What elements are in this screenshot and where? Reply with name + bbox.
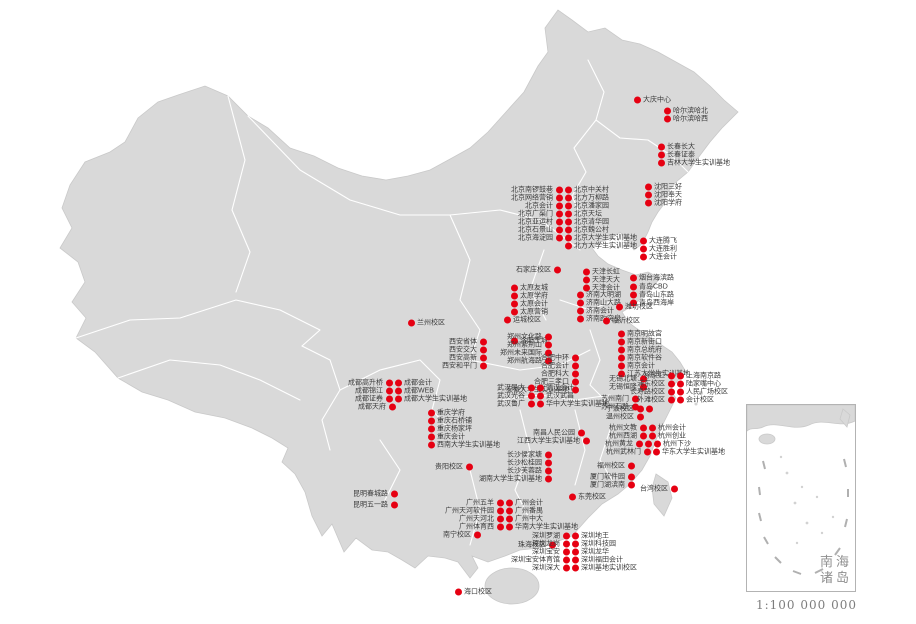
inset-map-svg [747, 405, 855, 575]
inset-coastline [747, 405, 855, 432]
coastal-island [592, 551, 596, 555]
map-scale: 1:100 000 000 [755, 598, 857, 612]
china-outline [59, 9, 739, 579]
coastal-island [699, 391, 703, 395]
inset-hainan [758, 433, 776, 445]
taiwan-island [651, 473, 673, 517]
south-china-sea-inset: 南海 诸岛 [746, 404, 856, 592]
nine-dash-line [758, 458, 849, 575]
coastal-island [694, 402, 698, 406]
hainan-island [484, 567, 540, 605]
coastal-island [584, 545, 588, 549]
inset-taiwan [839, 408, 851, 428]
inset-islands [779, 455, 835, 545]
south-china-sea-islands-label: 南海 诸岛 [819, 554, 852, 586]
